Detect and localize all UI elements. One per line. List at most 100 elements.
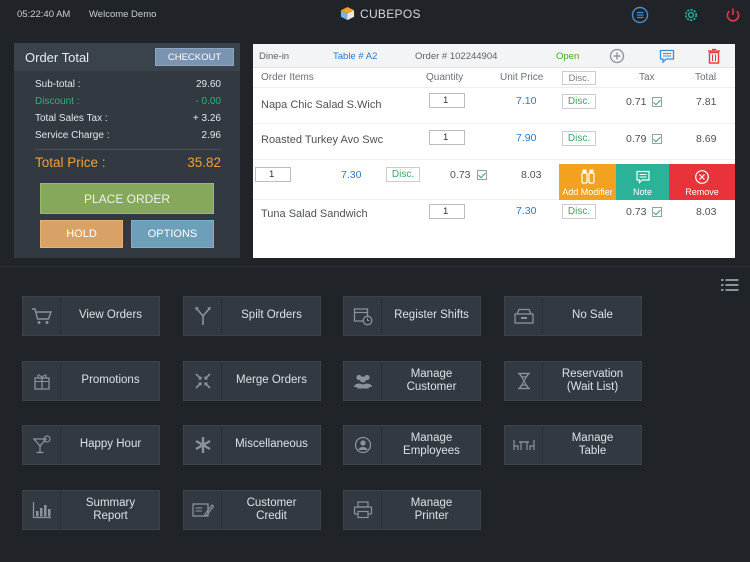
order-status: Open [556,51,580,62]
unit-price: 7.30 [516,205,537,217]
merge-orders-button[interactable]: Merge Orders [183,361,321,401]
tile-label: View Orders [78,309,143,322]
table-number[interactable]: Table # A2 [333,51,378,62]
order-row-swiped[interactable]: 1 7.30 Disc. 0.73 8.03 Add Modifier Note [253,164,735,200]
manage-customer-button[interactable]: Manage Customer [343,361,481,401]
tile-label: Spilt Orders [241,309,302,322]
order-number: Order # 102244904 [415,51,498,62]
order-info-bar: Dine-in Table # A2 Order # 102244904 Ope… [253,44,735,68]
note-button[interactable]: Note [616,164,669,200]
happy-hour-button[interactable]: Happy Hour [22,425,160,465]
add-modifier-button[interactable]: Add Modifier [559,164,616,200]
item-name: Tuna Salad Sandwich [261,208,368,220]
order-row[interactable]: Tuna Salad Sandwich 1 7.30 Disc. 0.73 8.… [253,200,735,236]
discount-row: Discount : - 0.00 [35,96,221,110]
comment-icon[interactable] [658,47,676,65]
line-total: 7.81 [696,96,717,108]
asterisk-icon [194,437,211,453]
tax-value: 0.79 [626,133,647,145]
menu-icon[interactable] [631,6,649,24]
salt-pepper-icon [580,169,595,184]
tax-checkbox[interactable] [477,170,487,180]
order-total-title: Order Total [25,50,90,65]
unit-price: 7.30 [341,169,362,181]
col-items: Order Items [261,72,314,83]
column-headers: Order Items Quantity Unit Price Disc. Ta… [253,68,735,88]
tax-checkbox[interactable] [652,134,662,144]
sales-tax-value: + 3.26 [192,113,221,124]
brand-name: CUBEPOS [360,6,421,21]
col-disc[interactable]: Disc. [562,71,596,85]
tile-label: Happy Hour [79,438,142,451]
cash-drawer-icon [513,308,534,324]
place-order-button[interactable]: PLACE ORDER [40,183,214,214]
subtotal-row: Sub-total : 29.60 [35,79,221,93]
order-row[interactable]: Napa Chic Salad S.Wich 1 7.10 Disc. 0.71… [253,88,735,124]
total-price-value: 35.82 [187,155,221,170]
bar-chart-icon [32,502,51,519]
hourglass-icon [517,372,530,390]
manage-printer-button[interactable]: Manage Printer [343,490,481,530]
add-item-icon[interactable] [608,47,626,65]
remove-button[interactable]: Remove [669,164,735,200]
trash-icon[interactable] [705,47,723,65]
miscellaneous-button[interactable]: Miscellaneous [183,425,321,465]
order-items-panel: Dine-in Table # A2 Order # 102244904 Ope… [253,44,735,258]
quantity-input[interactable]: 1 [429,130,465,145]
table-icon [512,440,535,450]
customers-icon [353,374,372,389]
divider [35,149,221,150]
total-price-row: Total Price : 35.82 [35,155,221,173]
checkout-button[interactable]: CHECKOUT [155,48,234,66]
merge-icon [194,373,211,389]
quantity-input[interactable]: 1 [429,204,465,219]
dine-mode[interactable]: Dine-in [259,51,290,62]
line-total: 8.03 [521,169,542,181]
tile-label: Miscellaneous [235,438,308,451]
register-shifts-button[interactable]: Register Shifts [343,296,481,336]
view-orders-button[interactable]: View Orders [22,296,160,336]
quantity-input[interactable]: 1 [255,167,291,182]
item-name: Roasted Turkey Avo Swc [261,134,384,146]
sales-tax-row: Total Sales Tax : + 3.26 [35,113,221,127]
employee-icon [354,436,371,454]
add-modifier-label: Add Modifier [562,187,613,197]
settings-icon[interactable] [682,6,700,24]
tax-checkbox[interactable] [652,207,662,217]
discount-button[interactable]: Disc. [562,204,596,219]
note-icon [635,170,650,184]
order-total-panel: Order Total CHECKOUT Sub-total : 29.60 D… [14,43,240,258]
manage-employees-button[interactable]: Manage Employees [343,425,481,465]
service-charge-label: Service Charge : [35,130,110,141]
tile-label: Promotions [81,374,140,387]
line-total: 8.03 [696,206,717,218]
item-name: Napa Chic Salad S.Wich [261,99,382,111]
col-quantity: Quantity [426,72,464,83]
subtotal-value: 29.60 [195,79,221,90]
split-orders-button[interactable]: Spilt Orders [183,296,321,336]
tax-checkbox[interactable] [652,97,662,107]
remove-label: Remove [685,187,719,197]
credit-icon [191,503,214,517]
list-view-icon[interactable] [721,278,739,292]
options-button[interactable]: OPTIONS [131,220,214,248]
order-row[interactable]: Roasted Turkey Avo Swc 1 7.90 Disc. 0.79… [253,124,735,160]
tile-label: Summary Report [85,496,136,522]
promotions-button[interactable]: Promotions [22,361,160,401]
manage-table-button[interactable]: Manage Table [504,425,642,465]
hold-button[interactable]: HOLD [40,220,123,248]
summary-report-button[interactable]: Summary Report [22,490,160,530]
sales-tax-label: Total Sales Tax : [35,113,108,124]
discount-button[interactable]: Disc. [562,94,596,109]
discount-button[interactable]: Disc. [562,131,596,146]
tile-label: No Sale [572,309,613,322]
reservation-button[interactable]: Reservation (Wait List) [504,361,642,401]
customer-credit-button[interactable]: Customer Credit [183,490,321,530]
discount-button[interactable]: Disc. [386,167,420,182]
tax-value: 0.73 [450,169,471,181]
quantity-input[interactable]: 1 [429,93,465,108]
cart-icon [31,308,52,324]
power-icon[interactable] [724,6,742,24]
discount-label: Discount : [35,96,80,107]
no-sale-button[interactable]: No Sale [504,296,642,336]
